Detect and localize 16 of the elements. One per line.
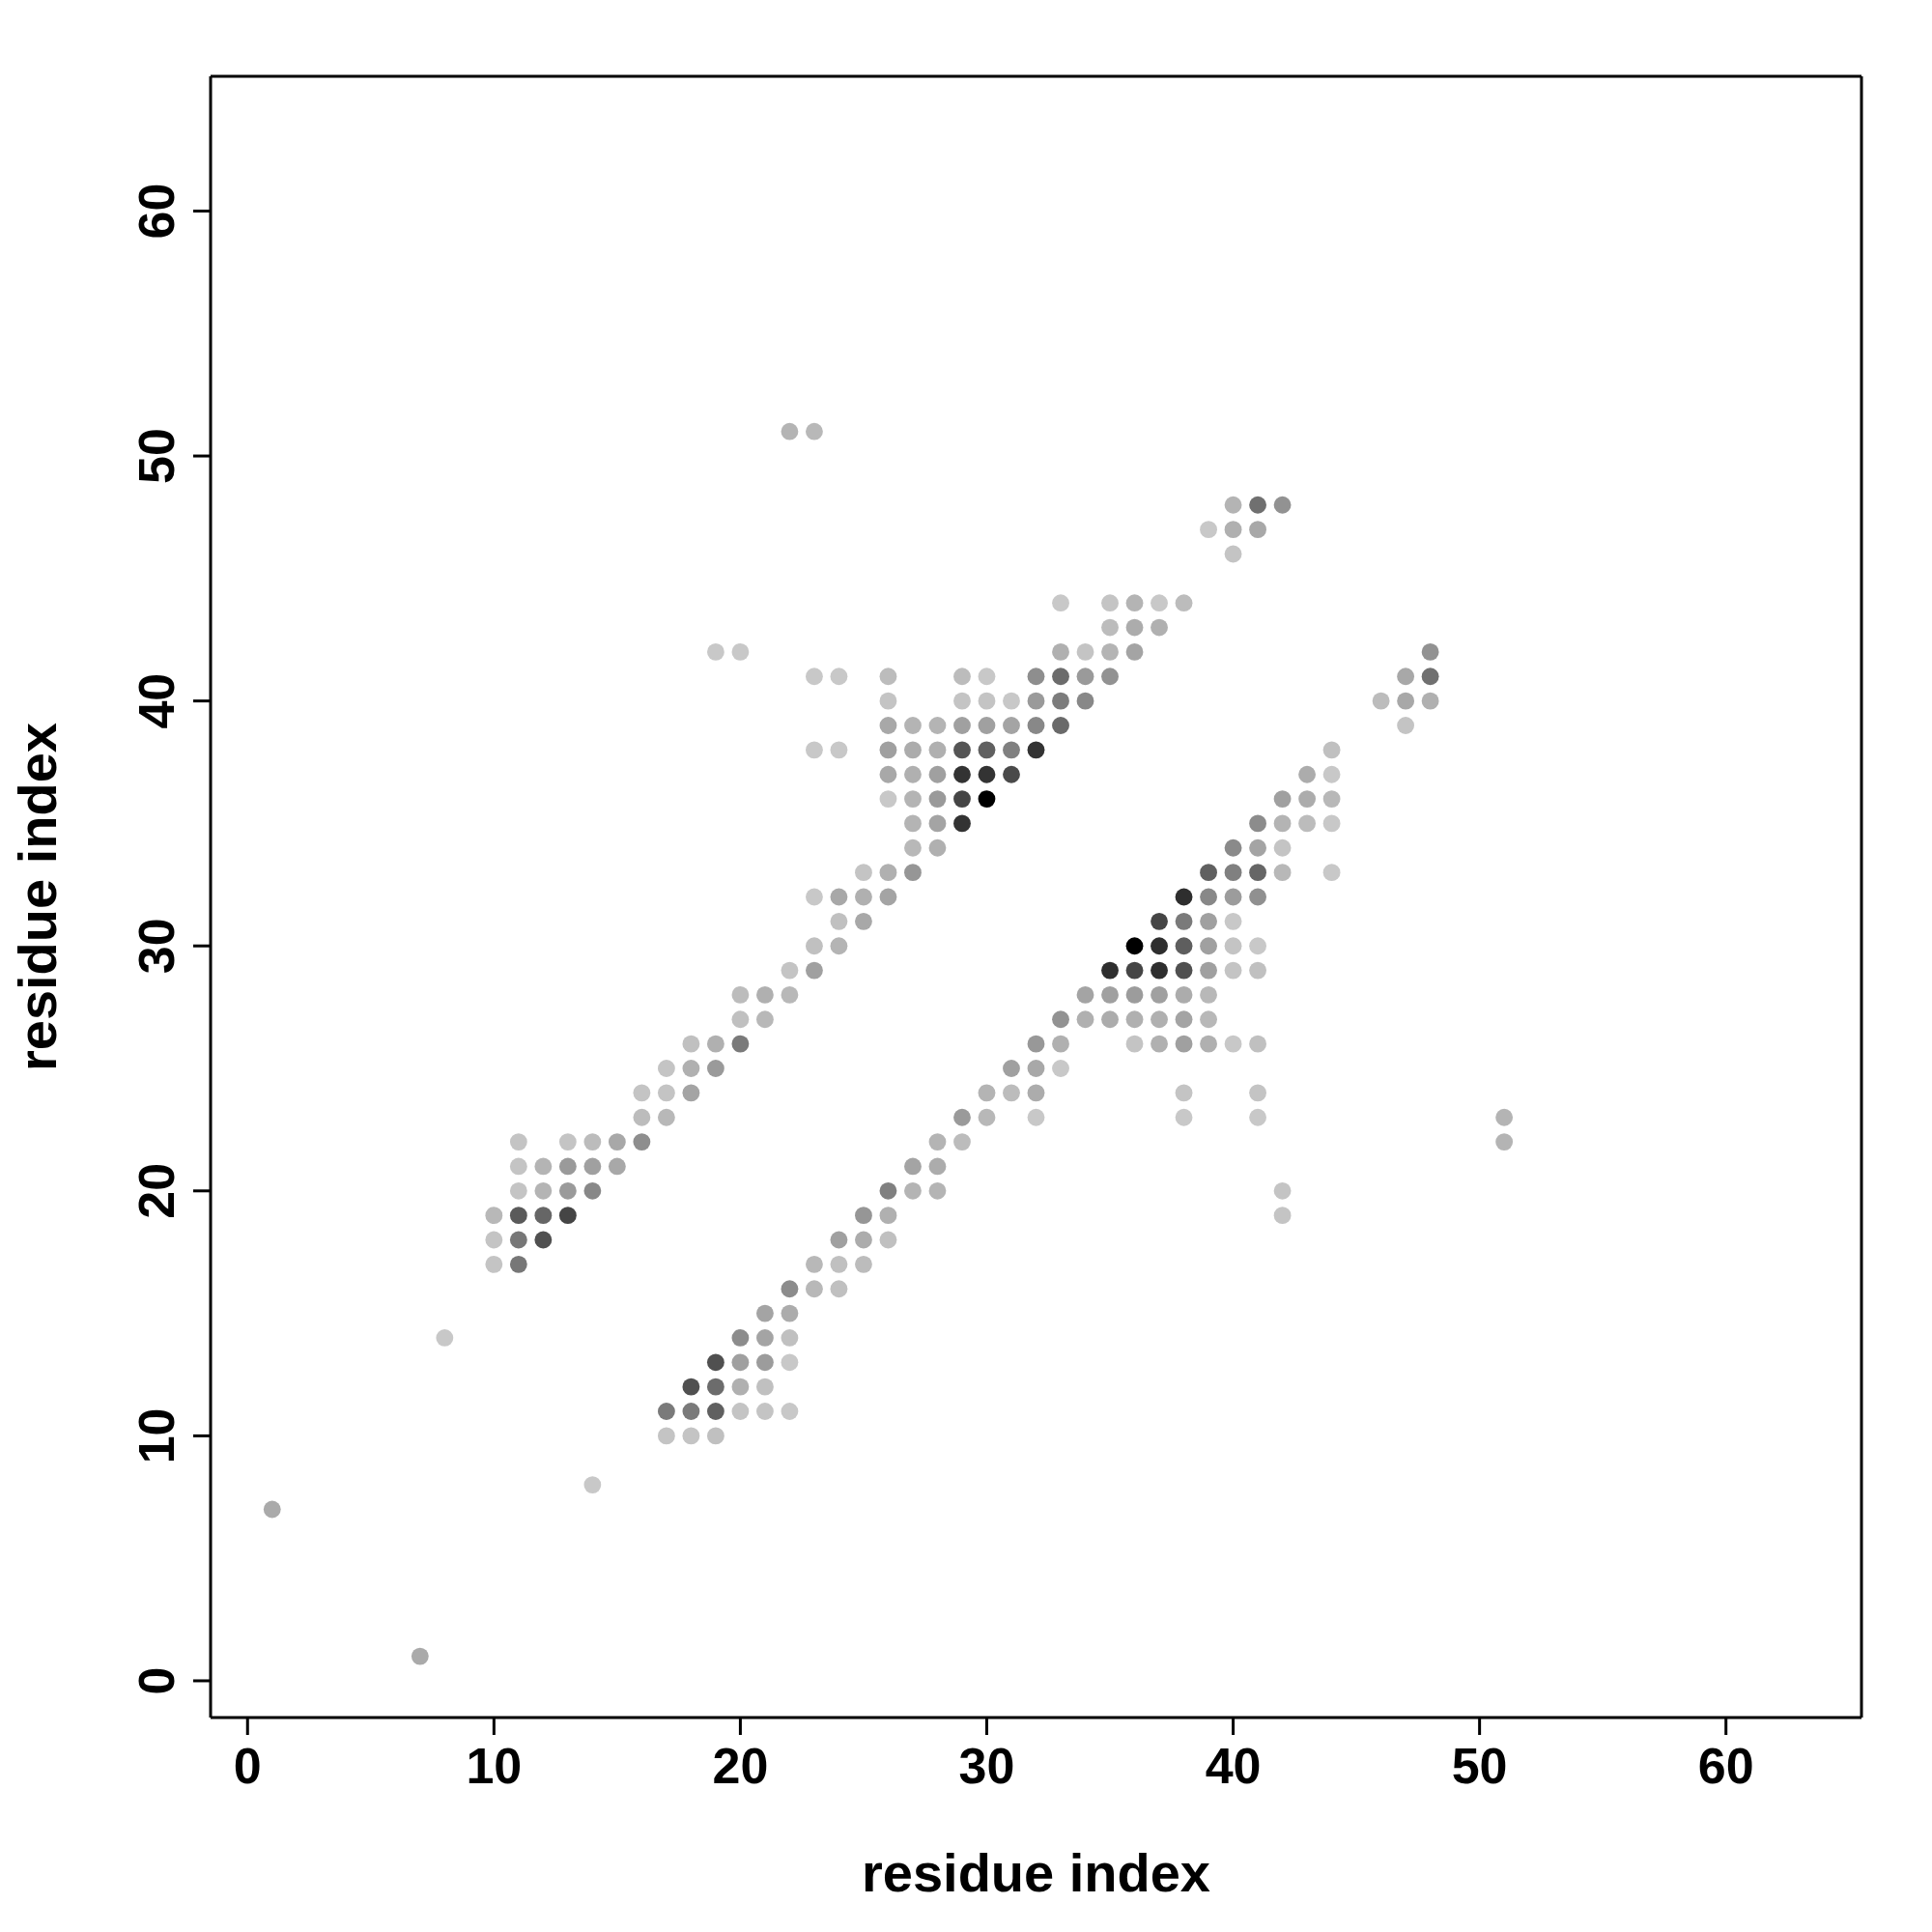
- y-tick-label: 50: [128, 428, 185, 484]
- y-tick-label: 60: [128, 183, 185, 240]
- y-tick-label: 0: [128, 1666, 185, 1695]
- x-tick-label: 50: [1451, 1737, 1508, 1794]
- y-tick-label: 10: [128, 1407, 185, 1464]
- x-tick-label: 40: [1205, 1737, 1262, 1794]
- x-tick-label: 0: [233, 1737, 262, 1794]
- x-tick-label: 60: [1697, 1737, 1754, 1794]
- y-tick-label: 40: [128, 672, 185, 729]
- x-tick-label: 30: [958, 1737, 1015, 1794]
- x-tick-label: 10: [466, 1737, 523, 1794]
- y-axis-title: residue index: [6, 722, 68, 1072]
- y-tick-label: 30: [128, 918, 185, 975]
- y-tick-label: 20: [128, 1162, 185, 1219]
- x-tick-label: 20: [712, 1737, 769, 1794]
- x-axis-title: residue index: [861, 1842, 1211, 1903]
